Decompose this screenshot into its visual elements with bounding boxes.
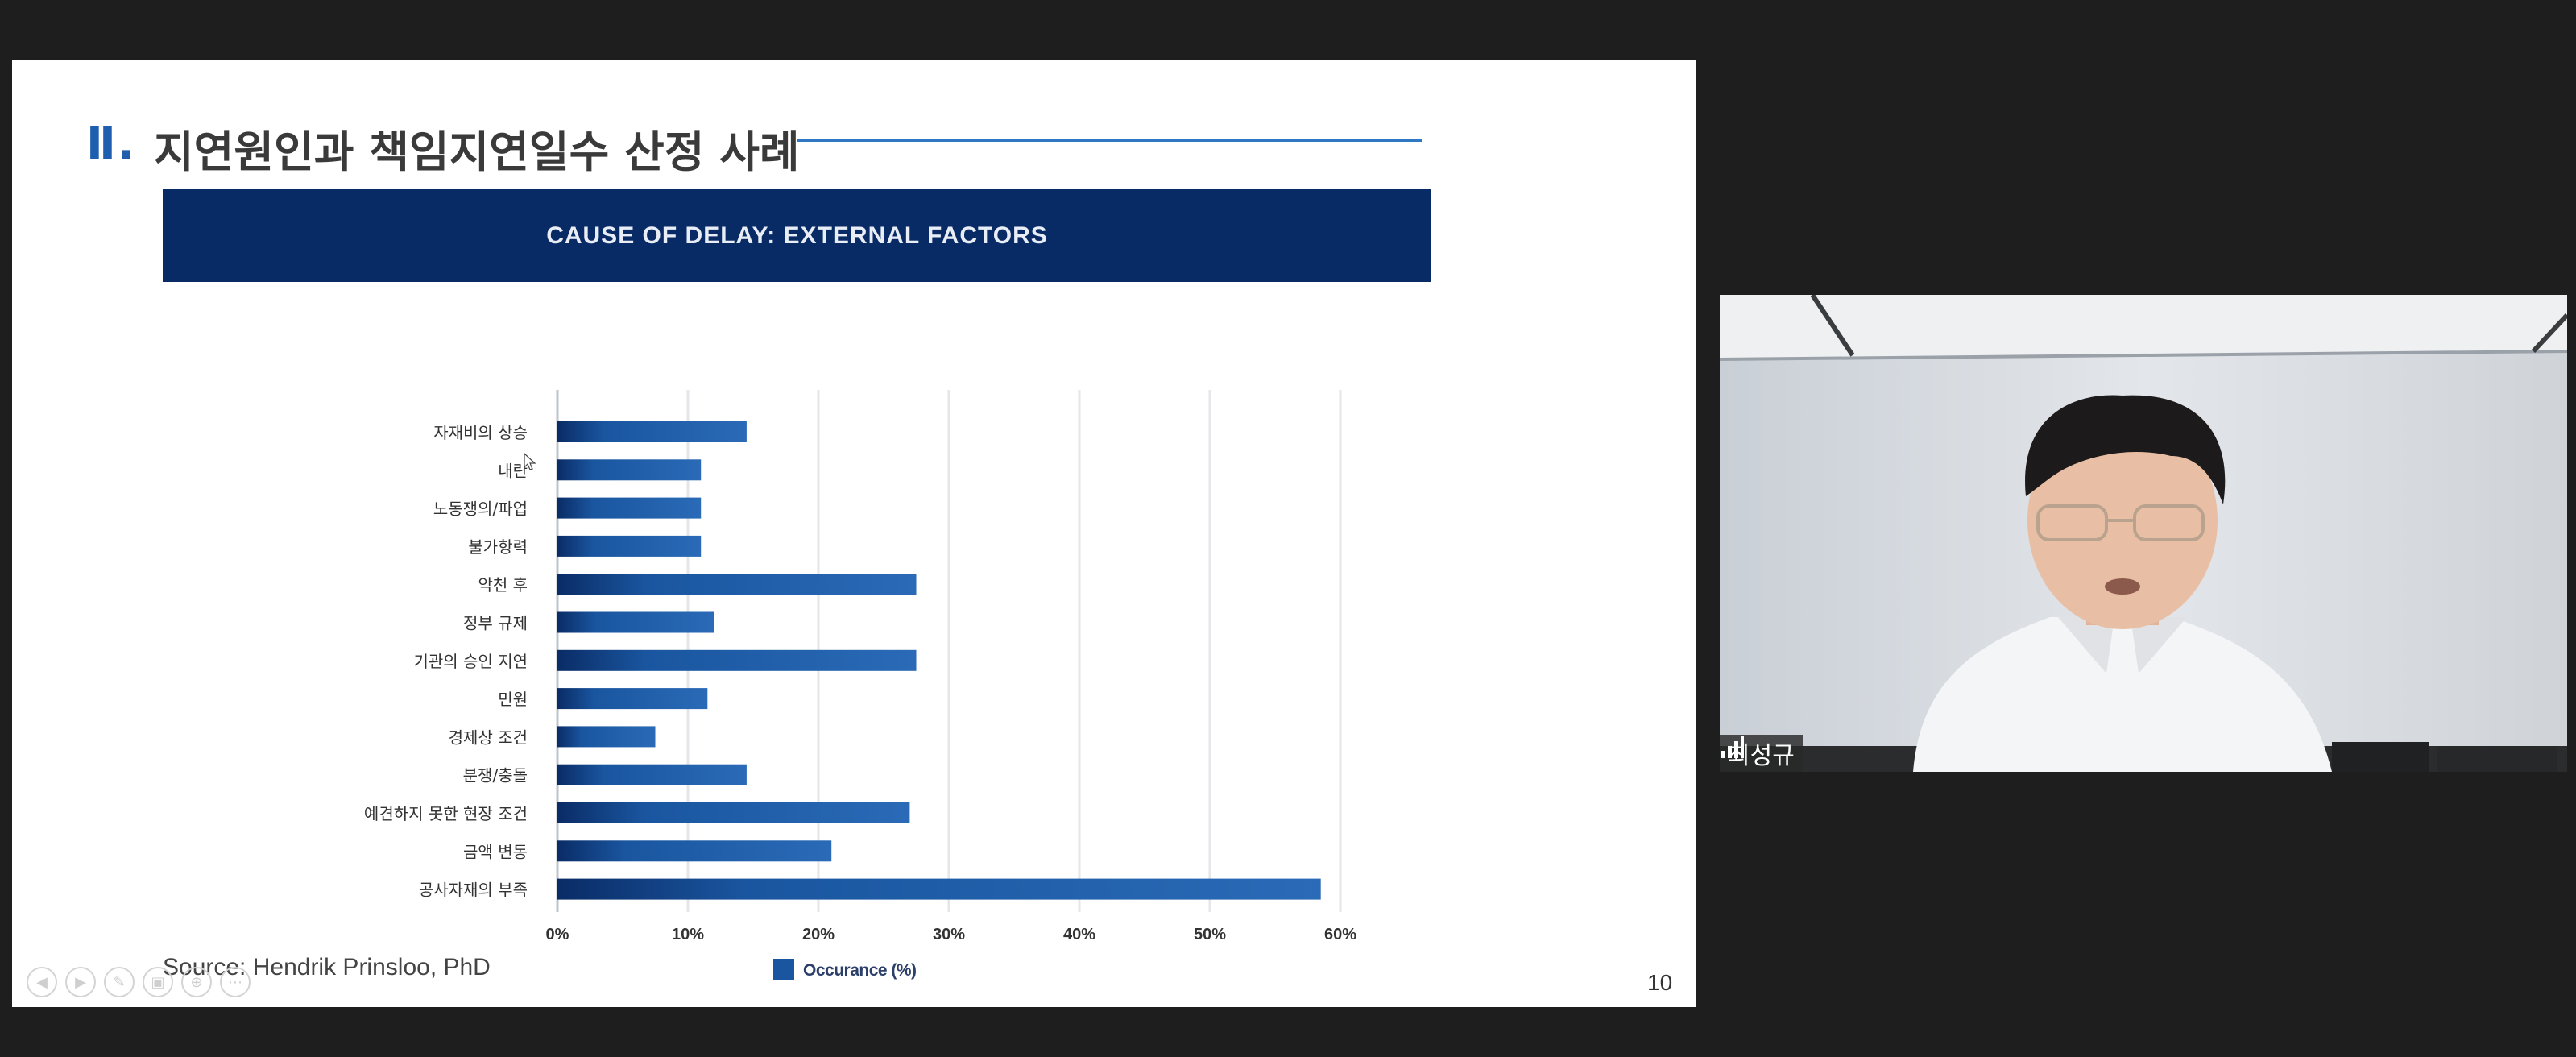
legend-label: Occurance (%) (803, 961, 917, 980)
category-label: 정부 규제 (463, 614, 528, 633)
presentation-slide: Ⅱ. 지연원인과 책임지연일수 산정 사례 CAUSE OF DELAY: EX… (12, 60, 1696, 1007)
bar (557, 574, 917, 595)
section-number: Ⅱ. (86, 118, 137, 170)
participant-name: 최성규 (1728, 742, 1795, 770)
category-label: 민원 (498, 690, 528, 709)
banner-title: CAUSE OF DELAY: EXTERNAL FACTORS (546, 222, 1048, 249)
x-tick-label: 20% (802, 926, 835, 943)
category-label: 금액 변동 (463, 842, 528, 861)
bar (557, 840, 832, 862)
source-credit: Source: Hendrik Prinsloo, PhD (163, 954, 491, 980)
participant-video-tile[interactable]: 최성규 (1720, 295, 2567, 772)
bar (557, 802, 910, 823)
participant-name-bar: 최성규 (1720, 735, 1803, 772)
bar (557, 878, 1321, 900)
chart-banner: CAUSE OF DELAY: EXTERNAL FACTORS (163, 189, 1431, 282)
category-label: 경제상 조건 (449, 727, 528, 747)
mouse-cursor-icon (524, 453, 536, 470)
bar (557, 459, 702, 481)
bar (557, 764, 747, 785)
bar (557, 688, 708, 710)
category-label: 기관의 승인 지연 (413, 652, 528, 671)
category-label: 내란 (498, 461, 528, 480)
page-number: 10 (1647, 970, 1673, 995)
category-label: 불가항력 (468, 537, 528, 557)
x-tick-label: 10% (672, 926, 704, 943)
x-tick-label: 50% (1194, 926, 1226, 943)
bar (557, 421, 747, 442)
category-label: 악천 후 (478, 575, 528, 595)
zoom-icon[interactable]: ⊕ (181, 967, 212, 997)
category-label: 분쟁/충돌 (463, 766, 528, 785)
section-title: 지연원인과 책임지연일수 산정 사례 (154, 126, 800, 177)
next-slide-icon[interactable]: ▶ (65, 967, 96, 997)
x-tick-label: 60% (1324, 926, 1356, 943)
category-label: 자재비의 상승 (433, 423, 528, 442)
more-icon[interactable]: ⋯ (220, 967, 251, 997)
bar (557, 726, 656, 748)
slides-icon[interactable]: ▣ (143, 967, 173, 997)
category-label: 공사자재의 부족 (419, 881, 528, 900)
x-tick-label: 0% (546, 926, 569, 943)
category-label: 노동쟁의/파업 (433, 499, 528, 519)
signal-bars-icon (1721, 736, 1744, 758)
bar (557, 649, 917, 671)
bar (557, 611, 714, 633)
x-tick-label: 40% (1063, 926, 1095, 943)
title-rule (797, 139, 1422, 142)
participant-video-feed (1720, 295, 2567, 772)
slide-controls: ◀ ▶ ✎ ▣ ⊕ ⋯ (27, 967, 251, 997)
bar (557, 497, 702, 519)
x-tick-label: 30% (933, 926, 965, 943)
prev-slide-icon[interactable]: ◀ (27, 967, 57, 997)
category-label: 예견하지 못한 현장 조건 (364, 804, 528, 823)
pen-icon[interactable]: ✎ (104, 967, 135, 997)
legend-swatch (773, 959, 794, 980)
bar (557, 535, 702, 557)
